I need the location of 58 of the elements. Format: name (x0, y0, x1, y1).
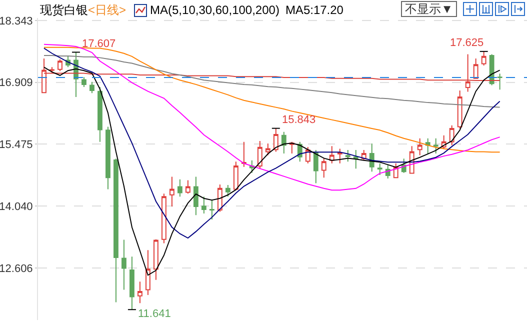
candlestick (153, 238, 158, 280)
text: 不显示▼ (401, 0, 457, 16)
candlestick (321, 158, 326, 178)
text: MA(5,10,30,60,100,200) (150, 2, 280, 18)
candlestick (329, 146, 334, 164)
candlestick (353, 150, 358, 170)
candlestick (177, 178, 182, 198)
candlestick (106, 126, 110, 190)
line-series (44, 46, 500, 153)
line-series (44, 66, 500, 276)
candlestick (193, 176, 198, 216)
y-tick-label: 18.343 (0, 15, 33, 28)
candlestick (201, 196, 206, 214)
candlestick (337, 148, 342, 164)
y-tick-label: 14.040 (0, 200, 33, 213)
candlestick (273, 128, 278, 152)
candlestick (225, 184, 230, 198)
candlestick (114, 158, 118, 303)
candlestick (146, 250, 150, 296)
candlestick (241, 141, 246, 168)
annotation: 17.607 (82, 38, 116, 50)
candlestick (265, 143, 270, 156)
candlestick (257, 140, 262, 170)
candlestick (345, 150, 350, 162)
candlestick (313, 150, 318, 184)
chart-title: 现货白银 (40, 2, 88, 18)
candlestick (425, 138, 430, 154)
candlestick (217, 184, 222, 212)
line-series (44, 48, 500, 239)
annotation: 15.843 (282, 114, 316, 126)
candlestick (377, 162, 382, 176)
candlestick (433, 138, 438, 154)
candlestick (185, 180, 190, 194)
chart-subtitle: <日线> (88, 2, 126, 18)
candlestick (497, 73, 502, 90)
candlestick (161, 193, 166, 244)
y-tick-label: 15.475 (0, 139, 33, 152)
candlestick (122, 239, 126, 290)
candlestick (82, 76, 86, 88)
line-series (44, 55, 500, 108)
candlestick (138, 281, 142, 304)
candlestick (489, 54, 494, 86)
candlestick (130, 256, 134, 310)
text: MA5:17.20 (285, 2, 344, 18)
candlestick (233, 161, 238, 191)
y-tick-label: 16.909 (0, 77, 33, 90)
candlestick (457, 90, 462, 129)
candlestick (90, 81, 94, 94)
candlestick (449, 124, 454, 146)
candlestick (169, 176, 174, 208)
candlestick (481, 50, 486, 66)
annotation: 11.641 (138, 308, 171, 320)
candlestick (98, 86, 102, 142)
annotation: 17.625 (450, 37, 484, 49)
candlestick (281, 131, 286, 154)
y-tick-label: 12.606 (0, 262, 33, 275)
candlestick (417, 138, 422, 156)
candlestick (209, 200, 214, 220)
